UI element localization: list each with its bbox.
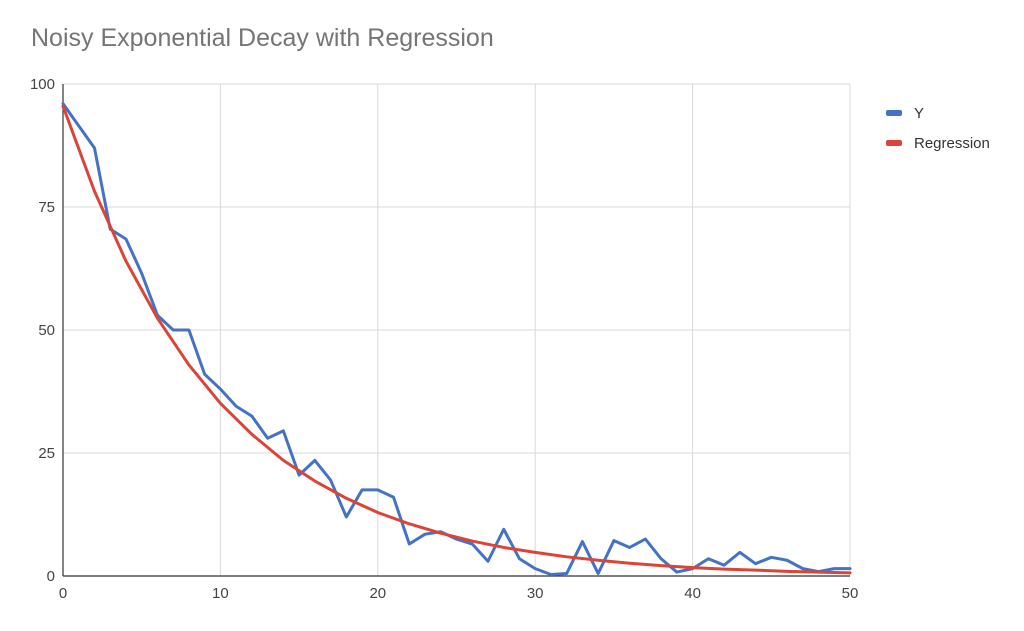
x-tick-label: 0	[59, 585, 67, 602]
gridlines	[63, 83, 851, 576]
regression-series-line	[61, 104, 852, 575]
x-tick-label: 40	[684, 585, 701, 602]
legend-label-regression: Regression	[914, 135, 990, 152]
x-tick-label: 30	[527, 585, 544, 602]
axes	[62, 84, 850, 577]
y-tick-label: 75	[38, 199, 55, 216]
legend: Y Regression	[886, 105, 990, 152]
legend-swatch-regression	[886, 140, 902, 146]
x-tick-label: 10	[212, 585, 229, 602]
y-tick-label: 0	[47, 568, 55, 585]
y-series-line	[61, 102, 852, 577]
x-tick-label: 20	[369, 585, 386, 602]
x-tick-label: 50	[842, 585, 859, 602]
legend-label-y: Y	[914, 105, 924, 122]
chart-title: Noisy Exponential Decay with Regression	[31, 24, 494, 52]
y-tick-label: 50	[38, 322, 55, 339]
y-tick-label: 100	[30, 76, 55, 93]
y-tick-label: 25	[38, 445, 55, 462]
tick-labels: 0 10 20 30 40 50 0 25 50 75 100	[30, 76, 858, 602]
series-lines	[61, 102, 852, 577]
legend-swatch-y	[886, 110, 902, 116]
